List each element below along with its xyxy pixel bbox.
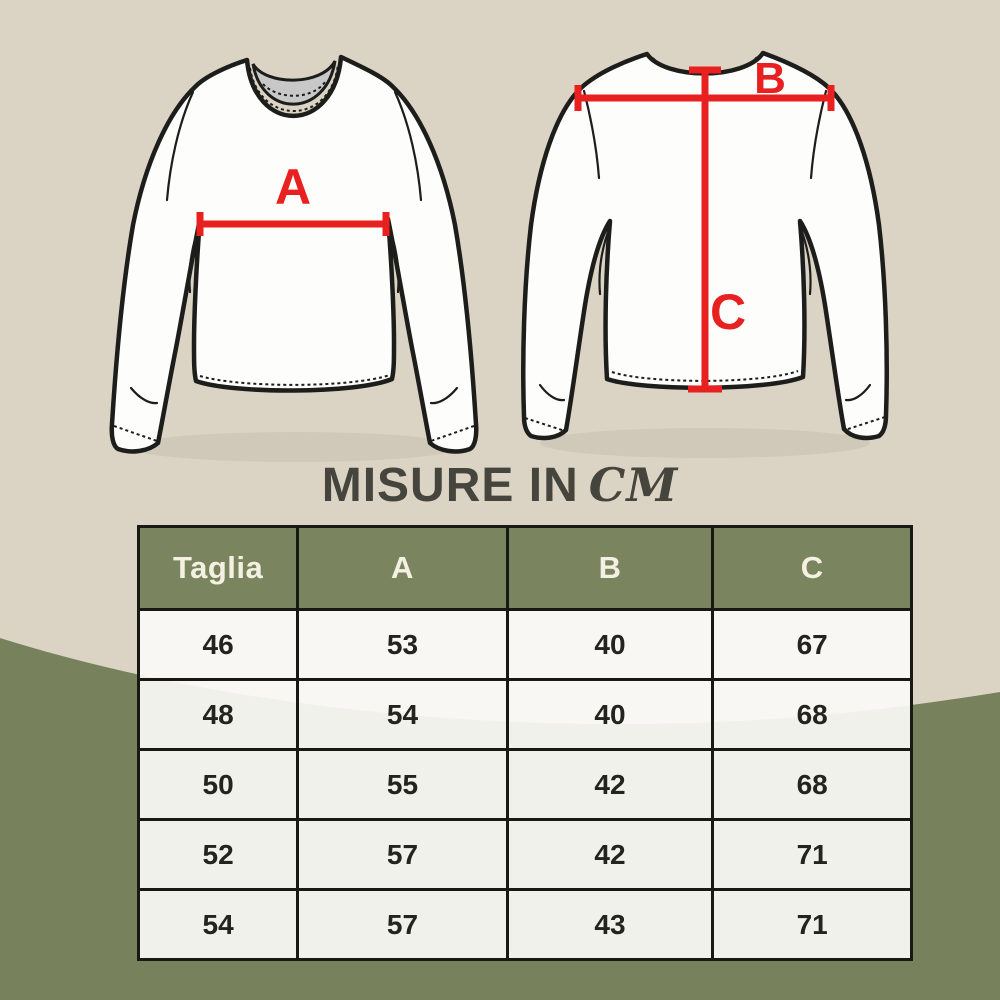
back-left-armpit-seam [598,222,613,296]
front-right-cuff-stitch [430,425,475,442]
table-cell: 55 [296,748,509,821]
table-cell: 42 [505,748,715,821]
table-cell: 57 [296,888,509,961]
front-left-cuff-crease [129,386,159,405]
back-measurement-c: C [688,66,746,393]
table-cell: 67 [711,608,913,681]
front-collar-stitch [262,81,326,97]
front-collar-rim-stitch [249,63,339,112]
table-cell: 40 [505,678,715,751]
measurement-label-a: A [275,159,311,215]
front-collar-inner [251,60,337,106]
back-right-cuff-stitch [844,416,886,431]
front-right-sleeve-seam [393,90,423,202]
title-text: MISURE IN [321,459,579,512]
back-shirt-illustration: B C [521,50,889,441]
table-cell: 42 [505,818,715,891]
table-row: 52 57 42 71 [136,818,913,891]
title-unit: CM [588,458,679,512]
table-header-row: Taglia A B C [136,525,913,611]
table-row: 54 57 43 71 [136,888,913,961]
table-cell: 71 [711,818,913,891]
measurement-label-b: B [754,54,786,103]
garment-illustrations: A B C [109,50,889,462]
back-left-cuff-stitch [524,417,566,432]
table-cell: 68 [711,748,913,821]
measurement-label-c: C [710,284,746,340]
front-measurement-a: A [196,159,390,236]
table-cell: 48 [136,678,300,751]
table-cell: 68 [711,678,913,751]
front-shirt-outline [109,54,479,454]
table-cell: 52 [136,818,300,891]
front-shirt-illustration: A [109,54,479,454]
column-header-b: B [505,525,715,611]
table-cell: 50 [136,748,300,821]
table-cell: 71 [711,888,913,961]
table-row: 46 53 40 67 [136,608,913,681]
size-table: Taglia A B C 46 53 40 67 48 54 40 68 50 … [136,525,913,961]
front-shirt-shadow [130,432,460,462]
back-shirt-shadow [540,428,870,458]
table-cell: 43 [505,888,715,961]
back-left-cuff-crease [538,383,566,402]
table-row: 48 54 40 68 [136,678,913,751]
front-right-cuff-crease [429,386,459,405]
table-cell: 46 [136,608,300,681]
front-left-cuff-stitch [113,425,158,442]
column-header-a: A [296,525,509,611]
table-cell: 54 [136,888,300,961]
column-header-taglia: Taglia [136,525,300,611]
table-cell: 57 [296,818,509,891]
table-cell: 40 [505,608,715,681]
table-cell: 54 [296,678,509,751]
section-title: MISURE IN CM [0,458,1000,513]
column-header-c: C [711,525,913,611]
back-hem-stitch [611,370,799,382]
table-cell: 53 [296,608,509,681]
back-right-cuff-crease [844,383,872,402]
back-right-armpit-seam [797,222,812,296]
front-left-sleeve-seam [165,90,195,202]
table-row: 50 55 42 68 [136,748,913,821]
